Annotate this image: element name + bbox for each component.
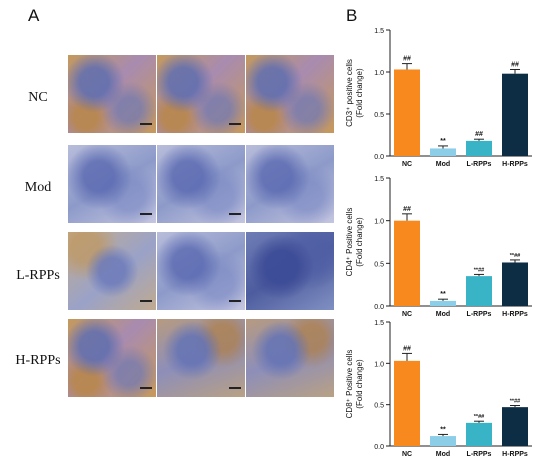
chart1-x-tick-label: Mod	[436, 161, 450, 168]
chart2-bar	[502, 262, 528, 306]
chart3-y-tick-label: 0.5	[374, 403, 384, 410]
chart3-bar	[430, 436, 456, 446]
chart1-y-tick-label: 0.5	[374, 112, 384, 119]
chart3-significance-mark: **	[440, 426, 446, 433]
chart3-y-label-line1: CD8⁺ Positive cells	[345, 350, 354, 419]
chart1-bar	[430, 148, 456, 156]
row-label-l-rpps: L-RPPs	[16, 268, 60, 283]
chart1-y-tick-label: 0.0	[374, 154, 384, 161]
chart3-significance-mark: ##	[403, 345, 411, 352]
chart3-x-tick-label: H-RPPs	[502, 451, 528, 458]
scale-bar	[140, 123, 152, 125]
chart1-y-tick-label: 1.0	[374, 70, 384, 77]
panel-b-label: B	[346, 6, 358, 25]
micrograph-tile	[246, 55, 334, 133]
row-label-nc: NC	[28, 90, 48, 105]
chart3-bar	[502, 407, 528, 446]
chart3-y-tick-label: 1.5	[374, 320, 384, 327]
chart1-significance-mark: ##	[475, 131, 483, 138]
chart1-bar	[466, 140, 492, 156]
chart1-significance-mark: ##	[511, 61, 519, 68]
micrograph-tile	[246, 232, 334, 310]
scale-bar	[229, 387, 241, 389]
scale-bar	[229, 123, 241, 125]
chart2-x-tick-label: L-RPPs	[467, 311, 492, 318]
chart3-y-tick-label: 1.0	[374, 361, 384, 368]
chart2-y-tick-label: 0.5	[374, 261, 384, 268]
chart2-significance-mark: ##	[403, 206, 411, 213]
chart3-significance-mark: **##	[474, 414, 484, 420]
chart1-y-label-line1: CD3⁺ positive cells	[345, 59, 354, 127]
scale-bar	[140, 300, 152, 302]
micrograph-tile	[157, 145, 245, 223]
chart2-y-label-line2: (Fold change)	[355, 217, 364, 267]
chart2-x-tick-label: H-RPPs	[502, 311, 528, 318]
chart3-y-label-line2: (Fold change)	[355, 359, 364, 409]
chart2-y-tick-label: 1.5	[374, 176, 384, 183]
chart2-significance-mark: **	[440, 291, 446, 298]
chart1-x-tick-label: L-RPPs	[467, 161, 492, 168]
chart2-significance-mark: **##	[510, 253, 520, 259]
chart1-bar	[394, 69, 420, 156]
chart1-x-tick-label: NC	[402, 161, 412, 168]
chart2-bar	[430, 300, 456, 306]
chart2-bar	[466, 276, 492, 306]
chart2-x-tick-label: NC	[402, 311, 412, 318]
micrograph-tile	[157, 55, 245, 133]
chart1-x-tick-label: H-RPPs	[502, 161, 528, 168]
chart1-y-label-line2: (Fold change)	[355, 68, 364, 118]
chart3-x-tick-label: Mod	[436, 451, 450, 458]
scale-bar	[229, 300, 241, 302]
chart1-bar	[502, 73, 528, 156]
chart2-y-tick-label: 1.0	[374, 219, 384, 226]
chart2-x-tick-label: Mod	[436, 311, 450, 318]
chart3-significance-mark: **##	[510, 398, 520, 404]
chart2-y-tick-label: 0.0	[374, 304, 384, 311]
chart1-y-tick-label: 1.5	[374, 28, 384, 35]
micrograph-tile	[68, 55, 156, 133]
micrograph-tile	[68, 319, 156, 397]
chart2-significance-mark: **##	[474, 267, 484, 273]
chart3-x-tick-label: L-RPPs	[467, 451, 492, 458]
row-label-mod: Mod	[24, 180, 52, 195]
scale-bar	[140, 213, 152, 215]
micrograph-tile	[246, 145, 334, 223]
chart3-bar	[394, 360, 420, 446]
chart2-bar	[394, 220, 420, 306]
chart3-x-tick-label: NC	[402, 451, 412, 458]
row-label-h-rpps: H-RPPs	[15, 353, 61, 368]
scale-bar	[140, 387, 152, 389]
chart2-y-label-line1: CD4⁺ Positive cells	[345, 208, 354, 277]
chart1-significance-mark: **	[440, 138, 446, 145]
chart3-y-tick-label: 0.0	[374, 444, 384, 451]
micrograph-tile	[157, 319, 245, 397]
panel-a-label: A	[28, 6, 40, 25]
chart1-significance-mark: ##	[403, 56, 411, 63]
scale-bar	[229, 213, 241, 215]
micrograph-tile	[246, 319, 334, 397]
micrograph-tile	[68, 145, 156, 223]
micrograph-tile	[157, 232, 245, 310]
micrograph-tile	[68, 232, 156, 310]
chart3-bar	[466, 422, 492, 446]
